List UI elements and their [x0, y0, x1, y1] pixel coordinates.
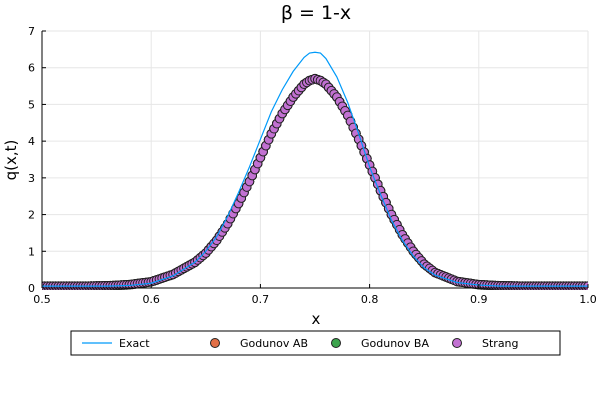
legend-marker-swatch: [452, 338, 462, 348]
x-tick-label: 0.5: [33, 293, 51, 306]
y-tick-label: 1: [28, 245, 35, 258]
legend-box: [70, 330, 561, 356]
legend-label: Godunov AB: [240, 337, 308, 350]
legend: Exact Godunov AB Godunov BA Strang: [70, 330, 561, 356]
y-axis-title: q(x,t): [2, 140, 20, 181]
x-tick-label: 0.6: [142, 293, 160, 306]
legend-label: Strang: [482, 337, 519, 350]
x-axis-title: x: [312, 310, 321, 328]
x-tick-label: 0.7: [252, 293, 270, 306]
y-tick-label: 4: [28, 135, 35, 148]
y-tick-label: 7: [28, 25, 35, 38]
y-tick-label: 5: [28, 98, 35, 111]
y-tick-label: 6: [28, 62, 35, 75]
axes: 0.5 0.6 0.7 0.8 0.9 1.0 0 1 2 3 4 5 6 7: [28, 25, 597, 306]
series-exact-line: [42, 51, 588, 287]
legend-marker-swatch: [210, 338, 220, 348]
legend-label: Exact: [119, 337, 150, 350]
y-tick-label: 3: [28, 172, 35, 185]
series-strang: [42, 73, 588, 290]
y-tick-label: 0: [28, 282, 35, 295]
chart-title: β = 1-x: [281, 2, 351, 24]
x-tick-label: 0.8: [361, 293, 379, 306]
y-tick-label: 2: [28, 209, 35, 222]
x-tick-label: 0.9: [470, 293, 488, 306]
legend-marker-swatch: [331, 338, 341, 348]
x-tick-label: 1.0: [579, 293, 597, 306]
plot-area: [42, 51, 588, 290]
legend-label: Godunov BA: [361, 337, 429, 350]
